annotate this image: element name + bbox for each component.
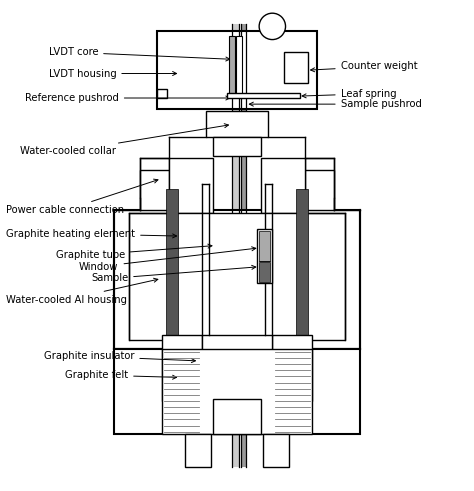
Bar bbox=[284, 53, 308, 83]
Bar bbox=[169, 158, 213, 213]
Bar bbox=[201, 335, 273, 420]
Text: Water-cooled Al housing: Water-cooled Al housing bbox=[6, 278, 158, 305]
Bar bbox=[236, 36, 242, 95]
Bar bbox=[157, 89, 167, 98]
Text: Sample: Sample bbox=[91, 265, 256, 283]
Bar bbox=[157, 31, 317, 109]
Bar bbox=[263, 434, 289, 467]
Bar bbox=[232, 24, 239, 467]
Bar bbox=[305, 170, 334, 210]
Bar bbox=[166, 189, 178, 335]
Text: LVDT core: LVDT core bbox=[48, 47, 230, 61]
Bar bbox=[305, 158, 334, 198]
Bar bbox=[213, 399, 261, 434]
Bar bbox=[115, 349, 359, 434]
Bar bbox=[259, 263, 270, 282]
Bar bbox=[261, 158, 305, 213]
Bar bbox=[241, 24, 246, 467]
Text: Reference pushrod: Reference pushrod bbox=[25, 93, 230, 103]
Bar bbox=[227, 93, 300, 99]
Text: Leaf spring: Leaf spring bbox=[302, 89, 396, 99]
Bar bbox=[162, 349, 312, 434]
Bar bbox=[185, 434, 211, 467]
Bar bbox=[259, 231, 270, 261]
Bar bbox=[273, 335, 312, 401]
Bar bbox=[257, 229, 273, 283]
Bar bbox=[115, 210, 359, 349]
Text: Graphite heating element: Graphite heating element bbox=[6, 229, 177, 239]
Text: Graphite tube: Graphite tube bbox=[55, 244, 212, 260]
Text: Counter weight: Counter weight bbox=[310, 61, 417, 72]
Text: Sample pushrod: Sample pushrod bbox=[249, 99, 421, 109]
Bar bbox=[228, 36, 235, 95]
Circle shape bbox=[259, 13, 285, 40]
Text: Water-cooled collar: Water-cooled collar bbox=[20, 124, 228, 156]
Bar bbox=[128, 213, 346, 340]
Bar bbox=[140, 170, 169, 210]
Text: Power cable connection: Power cable connection bbox=[6, 179, 158, 215]
Bar bbox=[162, 335, 201, 401]
Text: LVDT housing: LVDT housing bbox=[48, 69, 177, 79]
Bar bbox=[213, 137, 261, 156]
Text: Graphite insulator: Graphite insulator bbox=[44, 351, 195, 363]
Bar bbox=[140, 158, 169, 198]
Bar bbox=[296, 189, 308, 335]
Text: Graphite felt: Graphite felt bbox=[65, 370, 177, 380]
Bar bbox=[206, 111, 268, 137]
Text: Window: Window bbox=[79, 247, 256, 272]
